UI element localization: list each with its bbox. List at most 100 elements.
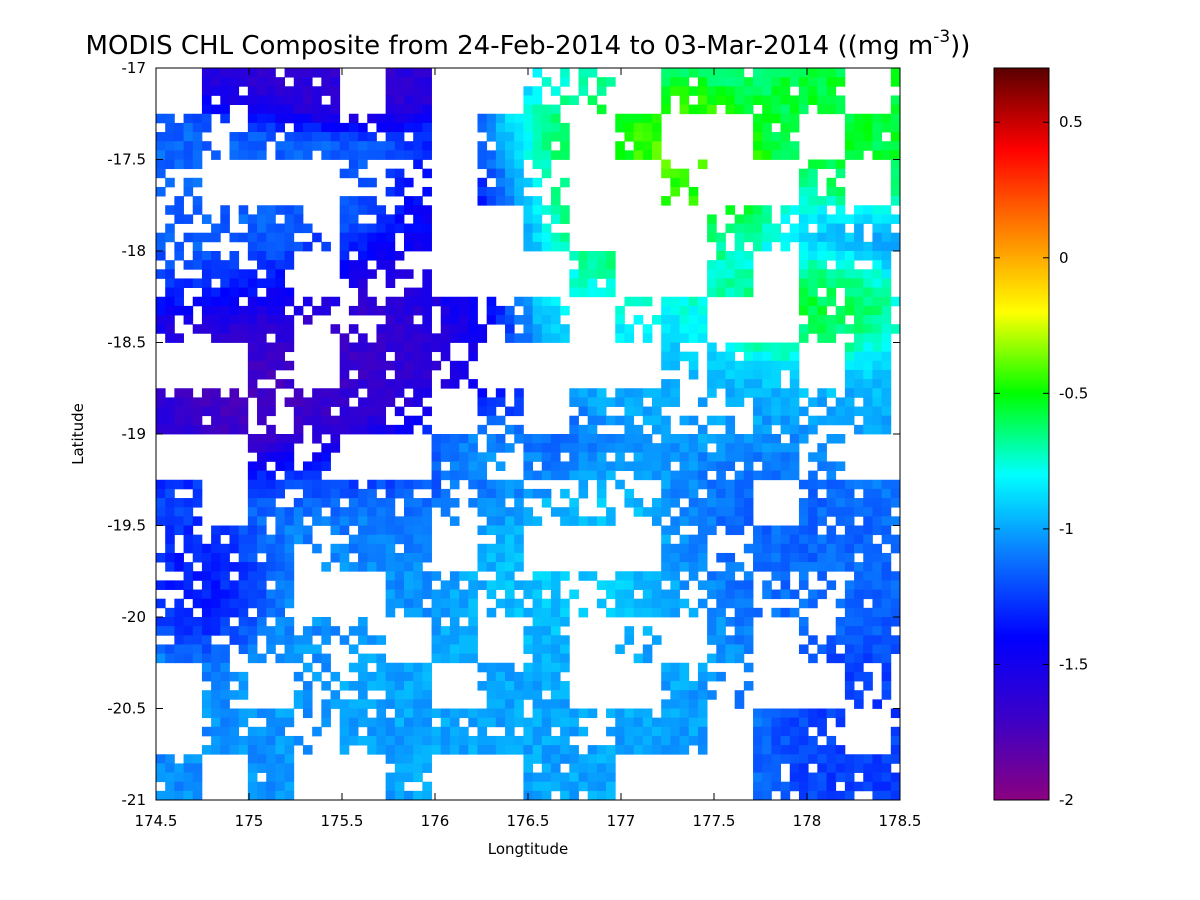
heatmap-cell [174, 479, 184, 490]
heatmap-cell [670, 589, 680, 600]
heatmap-cell [670, 379, 680, 389]
heatmap-cell [817, 269, 827, 279]
heatmap-cell [523, 470, 533, 481]
heatmap-cell [348, 150, 359, 160]
heatmap-cell [844, 607, 855, 618]
heatmap-cell [716, 589, 726, 600]
heatmap-cell [633, 424, 644, 435]
heatmap-cell [165, 132, 175, 142]
heatmap-cell [348, 717, 359, 728]
heatmap-cell [229, 269, 240, 279]
heatmap-cell [348, 699, 359, 709]
heatmap-cell [789, 434, 800, 444]
heatmap-cell [422, 717, 432, 728]
heatmap-cell [293, 424, 304, 435]
heatmap-cell [652, 315, 662, 325]
heatmap-cell [808, 186, 818, 197]
heatmap-cell [220, 260, 230, 270]
heatmap-cell [422, 351, 432, 362]
heatmap-cell [753, 77, 763, 87]
heatmap-cell [743, 607, 754, 618]
heatmap-cell [220, 745, 230, 755]
heatmap-cell [449, 635, 460, 645]
heatmap-cell [762, 726, 772, 737]
heatmap-cell [238, 671, 249, 682]
heatmap-cell [431, 452, 442, 462]
heatmap-cell [394, 754, 405, 764]
heatmap-cell [707, 452, 717, 462]
heatmap-cell [238, 232, 249, 243]
heatmap-cell [192, 132, 203, 142]
heatmap-cell [422, 333, 432, 343]
heatmap-cell [348, 305, 359, 316]
heatmap-cell [890, 607, 901, 618]
heatmap-cell [587, 95, 598, 105]
heatmap-cell [780, 141, 791, 151]
heatmap-cell [872, 790, 883, 801]
heatmap-cell [881, 754, 892, 764]
heatmap-cell [753, 241, 763, 252]
heatmap-cell [229, 278, 240, 288]
heatmap-cell [835, 324, 846, 334]
heatmap-cell [275, 580, 285, 590]
heatmap-cell [302, 296, 313, 307]
heatmap-cell [358, 141, 368, 151]
heatmap-cell [431, 644, 442, 654]
heatmap-cell [707, 104, 717, 115]
heatmap-cell [348, 379, 359, 389]
heatmap-cell [422, 86, 432, 96]
heatmap-cell [688, 607, 699, 618]
heatmap-cell [284, 443, 295, 453]
heatmap-cell [284, 580, 295, 590]
heatmap-cell [514, 488, 524, 499]
heatmap-cell [376, 543, 387, 554]
heatmap-cell [174, 507, 184, 517]
heatmap-cell [835, 763, 846, 773]
heatmap-cell [826, 223, 837, 234]
heatmap-cell [174, 607, 184, 618]
heatmap-cell [817, 479, 827, 490]
heatmap-cell [762, 360, 772, 371]
heatmap-cell [376, 406, 387, 417]
heatmap-cell [156, 141, 166, 151]
heatmap-cell [394, 717, 405, 728]
heatmap-cell [532, 717, 543, 728]
heatmap-cell [753, 232, 763, 243]
heatmap-cell [688, 479, 699, 490]
heatmap-cell [743, 452, 754, 462]
heatmap-cell [844, 589, 855, 600]
heatmap-cell [826, 269, 837, 279]
heatmap-cell [192, 113, 203, 124]
heatmap-cell [394, 315, 405, 325]
heatmap-cell [312, 461, 322, 471]
x-tick-label: 174.5 [135, 812, 178, 830]
heatmap-cell [183, 653, 194, 664]
heatmap-cell [624, 443, 635, 453]
heatmap-cell [771, 772, 781, 783]
heatmap-cell [808, 745, 818, 755]
heatmap-cell [165, 278, 175, 288]
heatmap-cell [798, 205, 809, 215]
heatmap-cell [596, 406, 607, 417]
heatmap-cell [771, 745, 781, 755]
heatmap-cell [422, 507, 432, 517]
heatmap-cell [844, 488, 855, 499]
heatmap-cell [844, 479, 855, 490]
heatmap-cell [156, 507, 166, 517]
heatmap-cell [312, 86, 322, 96]
heatmap-cell [293, 68, 304, 78]
heatmap-cell [890, 772, 901, 783]
heatmap-cell [385, 95, 396, 105]
heatmap-cell [817, 452, 827, 462]
heatmap-cell [881, 214, 892, 224]
heatmap-cell [431, 571, 442, 581]
heatmap-cell [257, 241, 267, 252]
heatmap-cell [661, 424, 671, 435]
heatmap-cell [321, 122, 331, 133]
heatmap-cell [808, 232, 818, 243]
heatmap-cell [394, 781, 405, 792]
heatmap-cell [238, 77, 249, 87]
heatmap-cell [449, 745, 460, 755]
heatmap-cell [808, 241, 818, 252]
heatmap-cell [569, 726, 579, 737]
